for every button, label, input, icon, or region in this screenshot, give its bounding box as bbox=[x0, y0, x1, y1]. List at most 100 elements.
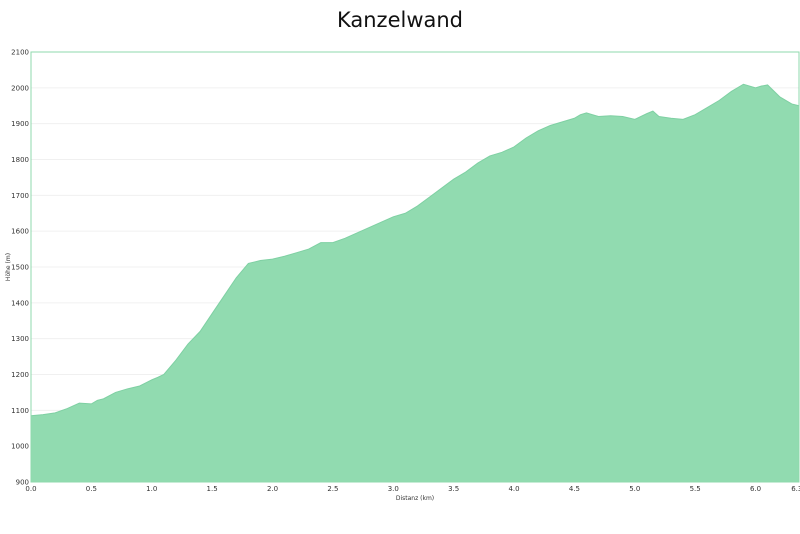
data-point bbox=[489, 155, 490, 156]
data-point bbox=[755, 87, 756, 88]
data-point bbox=[115, 392, 116, 393]
y-axis-label: Höhe (m) bbox=[5, 253, 12, 281]
data-point bbox=[97, 400, 98, 401]
data-point bbox=[550, 125, 551, 126]
x-tick-label: 4.0 bbox=[508, 485, 519, 493]
data-point bbox=[248, 263, 249, 264]
y-tick-label: 1100 bbox=[11, 407, 29, 415]
data-point bbox=[284, 256, 285, 257]
data-point bbox=[598, 116, 599, 117]
x-tick-label: 5.0 bbox=[629, 485, 640, 493]
x-tick-label: 2.0 bbox=[267, 485, 278, 493]
y-tick-label: 1800 bbox=[11, 156, 29, 164]
x-tick-label: 3.5 bbox=[448, 485, 459, 493]
y-tick-labels: 900 1000 1100 1200 1300 1400 1500 1600 1700 1800 1… bbox=[11, 49, 29, 487]
data-point bbox=[682, 119, 683, 120]
data-point bbox=[586, 112, 587, 113]
data-point bbox=[646, 113, 647, 114]
data-point bbox=[441, 188, 442, 189]
chart-title: Kanzelwand bbox=[336, 8, 464, 32]
data-point bbox=[405, 213, 406, 214]
data-point bbox=[525, 137, 526, 138]
data-point bbox=[320, 242, 321, 243]
data-point bbox=[761, 85, 762, 86]
data-point bbox=[393, 216, 394, 217]
data-point bbox=[453, 179, 454, 180]
frame-layer bbox=[30, 51, 800, 483]
y-tick-label: 1700 bbox=[11, 192, 29, 200]
data-point bbox=[344, 238, 345, 239]
data-point bbox=[465, 171, 466, 172]
y-tick-label: 1000 bbox=[11, 443, 29, 451]
data-point bbox=[175, 360, 176, 361]
x-tick-label: 5.5 bbox=[690, 485, 701, 493]
x-axis-label: Distanz (km) bbox=[396, 495, 434, 502]
data-point bbox=[574, 118, 575, 119]
y-tick-label: 900 bbox=[16, 479, 29, 487]
data-point bbox=[743, 84, 744, 85]
plot-frame bbox=[30, 51, 800, 483]
data-point bbox=[634, 119, 635, 120]
data-point bbox=[260, 260, 261, 261]
y-tick-label: 2100 bbox=[11, 49, 29, 57]
y-tick-label: 1600 bbox=[11, 228, 29, 236]
data-point bbox=[42, 414, 43, 415]
data-point bbox=[103, 398, 104, 399]
data-point bbox=[513, 146, 514, 147]
y-tick-label: 1900 bbox=[11, 120, 29, 128]
data-point bbox=[199, 331, 200, 332]
data-point bbox=[224, 295, 225, 296]
data-point bbox=[332, 242, 333, 243]
x-tick-label: 2.5 bbox=[327, 485, 338, 493]
y-tick-label: 1200 bbox=[11, 371, 29, 379]
x-tick-label: 6.0 bbox=[750, 485, 761, 493]
data-point bbox=[652, 111, 653, 112]
data-point bbox=[308, 248, 309, 249]
data-point bbox=[731, 91, 732, 92]
y-tick-label: 1300 bbox=[11, 335, 29, 343]
data-point bbox=[381, 222, 382, 223]
data-point bbox=[719, 100, 720, 101]
data-point bbox=[236, 277, 237, 278]
data-point bbox=[212, 313, 213, 314]
x-tick-label: 1.0 bbox=[146, 485, 157, 493]
data-point bbox=[791, 103, 792, 104]
data-point bbox=[562, 121, 563, 122]
data-point bbox=[670, 118, 671, 119]
data-point bbox=[157, 377, 158, 378]
data-point bbox=[707, 107, 708, 108]
data-point bbox=[767, 84, 768, 85]
y-tick-label: 1500 bbox=[11, 264, 29, 272]
data-point bbox=[91, 403, 92, 404]
data-point bbox=[477, 162, 478, 163]
data-point bbox=[127, 388, 128, 389]
data-point bbox=[429, 197, 430, 198]
x-tick-label: 4.5 bbox=[569, 485, 580, 493]
data-point bbox=[151, 379, 152, 380]
data-point bbox=[163, 374, 164, 375]
data-point bbox=[55, 412, 56, 413]
data-point bbox=[356, 232, 357, 233]
data-point bbox=[592, 114, 593, 115]
data-point bbox=[658, 116, 659, 117]
data-point bbox=[79, 403, 80, 404]
x-tick-label: 0.5 bbox=[86, 485, 97, 493]
data-point bbox=[538, 130, 539, 131]
data-point bbox=[369, 227, 370, 228]
x-tick-label: 6.36 bbox=[791, 485, 800, 493]
data-point bbox=[67, 408, 68, 409]
data-point bbox=[296, 252, 297, 253]
data-point bbox=[622, 116, 623, 117]
x-tick-label: 3.0 bbox=[388, 485, 399, 493]
data-point bbox=[272, 259, 273, 260]
y-tick-label: 1400 bbox=[11, 299, 29, 307]
data-point bbox=[139, 385, 140, 386]
area-layer bbox=[30, 83, 800, 482]
x-tick-labels: 0.0 0.5 1.0 1.5 2.0 2.5 3.0 3.5 4.0 4.5 5.0 5.5 6.0 6… bbox=[25, 485, 800, 493]
data-point bbox=[501, 152, 502, 153]
x-tick-label: 0.0 bbox=[25, 485, 36, 493]
data-point bbox=[610, 115, 611, 116]
data-point bbox=[580, 114, 581, 115]
